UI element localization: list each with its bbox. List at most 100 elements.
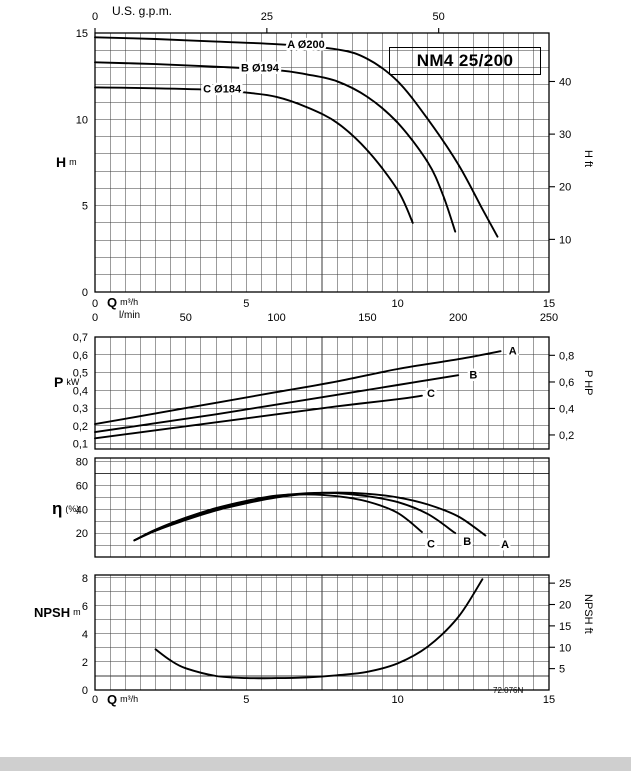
tick-label: 8: [82, 573, 88, 585]
power-chart-frame: [94, 336, 550, 450]
gpm-axis-label: U.S. g.p.m.: [112, 4, 173, 18]
curve-label-B: B: [469, 369, 477, 381]
tick-label: 200: [449, 312, 467, 324]
tick-label: 15: [543, 694, 555, 706]
tick-label: 0: [92, 694, 98, 706]
tick-label: 0,7: [73, 332, 88, 344]
curve-A: [94, 36, 499, 238]
tick-label: 0,6: [559, 377, 574, 389]
tick-label: 25: [559, 578, 571, 590]
tick-label: 5: [243, 694, 249, 706]
tick-label: 40: [76, 504, 88, 516]
curve-label-A: A: [509, 345, 517, 357]
curve-B: [94, 374, 460, 434]
tick-label: 0,4: [559, 403, 574, 415]
pump-model-title: NM4 25/200: [389, 47, 541, 75]
tick-label: 0: [92, 11, 98, 23]
curve-label-C: C Ø184: [203, 83, 242, 95]
power-chart: A B C 0,1 0,2 0,3 0,4 0,5 0,6 0,7 0,2 0,4 0,6 0,8: [73, 332, 575, 451]
curve-C: [94, 86, 414, 224]
tick-label: 0,2: [559, 430, 574, 442]
curve-NPSH: [154, 578, 484, 680]
tick-label: 0,5: [73, 368, 88, 380]
tick-label: 25: [261, 11, 273, 23]
tick-label: 0: [92, 312, 98, 324]
curve-A: [94, 350, 502, 426]
head-flow-chart: A Ø200 B Ø194 C Ø184 0 5 10 15 10 20 30 40 0 25 50 0 5 1…: [76, 11, 572, 324]
eta-axis-unit: (%): [65, 504, 80, 514]
tick-label: 15: [76, 28, 88, 40]
tick-label: 0,6: [73, 350, 88, 362]
tick-label: 20: [559, 600, 571, 612]
drawing-number: 72.076N: [493, 686, 524, 695]
curve-label-C: C: [427, 388, 435, 400]
tick-label: 20: [559, 182, 571, 194]
bottom-strip: [0, 757, 631, 771]
tick-label: 0: [82, 287, 88, 299]
tick-label: 0: [92, 298, 98, 310]
npsh-chart: 0 2 4 6 8 5 10 15 20 25 0 5 10 15: [82, 573, 571, 706]
curve-label-B: B Ø194: [241, 63, 280, 75]
tick-label: 150: [358, 312, 376, 324]
tick-label: 10: [559, 234, 571, 246]
tick-label: 100: [267, 312, 285, 324]
tick-label: 5: [243, 298, 249, 310]
tick-label: 40: [559, 76, 571, 88]
tick-label: 15: [559, 621, 571, 633]
tick-label: 10: [76, 114, 88, 126]
tick-label: 0,1: [73, 439, 88, 451]
tick-label: 50: [433, 11, 445, 23]
efficiency-chart: A B C 20 40 60 80: [76, 457, 550, 558]
tick-label: 60: [76, 480, 88, 492]
tick-label: 20: [76, 528, 88, 540]
tick-label: 10: [559, 642, 571, 654]
tick-label: 30: [559, 129, 571, 141]
npsh-axis-label: NPSH m: [34, 604, 81, 622]
q-bottom-axis-symbol: Q: [107, 692, 118, 707]
lmin-axis-label: l/min: [119, 310, 141, 321]
p-axis-unit: kW: [66, 377, 80, 387]
tick-label: 10: [392, 298, 404, 310]
curve-C: [94, 394, 423, 440]
curve-label-A: A: [501, 539, 509, 551]
tick-label: 5: [559, 664, 565, 676]
tick-label: 50: [180, 312, 192, 324]
npsh-axis-symbol: NPSH: [34, 605, 71, 620]
tick-label: 6: [82, 601, 88, 613]
tick-label: 2: [82, 657, 88, 669]
tick-label: 10: [392, 694, 404, 706]
tick-label: 0,8: [559, 350, 574, 362]
tick-label: 5: [82, 201, 88, 213]
h-right-axis-label: H ft: [582, 150, 594, 168]
p-axis-symbol: P: [54, 374, 64, 390]
eta-axis-symbol: η: [52, 499, 63, 518]
npsh-chart-frame: [94, 574, 550, 691]
eta-axis-label: η (%): [52, 499, 80, 519]
h-axis-symbol: H: [56, 154, 67, 170]
curve-label-A: A Ø200: [287, 39, 325, 51]
tick-label: 250: [540, 312, 558, 324]
curve-B: [94, 61, 457, 233]
tick-label: 80: [76, 457, 88, 469]
curve-label-C: C: [427, 538, 435, 550]
curve-C: [133, 493, 423, 542]
curve-label-B: B: [463, 536, 471, 548]
h-axis-unit: m: [69, 157, 77, 167]
tick-label: 15: [543, 298, 555, 310]
tick-label: 0,4: [73, 385, 88, 397]
npsh-axis-unit: m: [73, 607, 81, 617]
npsh-right-axis-label: NPSH ft: [582, 594, 594, 634]
tick-label: 0,2: [73, 421, 88, 433]
p-right-axis-label: P HP: [582, 370, 594, 396]
tick-label: 4: [82, 629, 88, 641]
head-flow-chart-frame: [94, 32, 550, 293]
q-axis-unit: m³/h: [120, 297, 139, 307]
efficiency-chart-frame: [94, 457, 550, 558]
tick-label: 0: [82, 685, 88, 697]
